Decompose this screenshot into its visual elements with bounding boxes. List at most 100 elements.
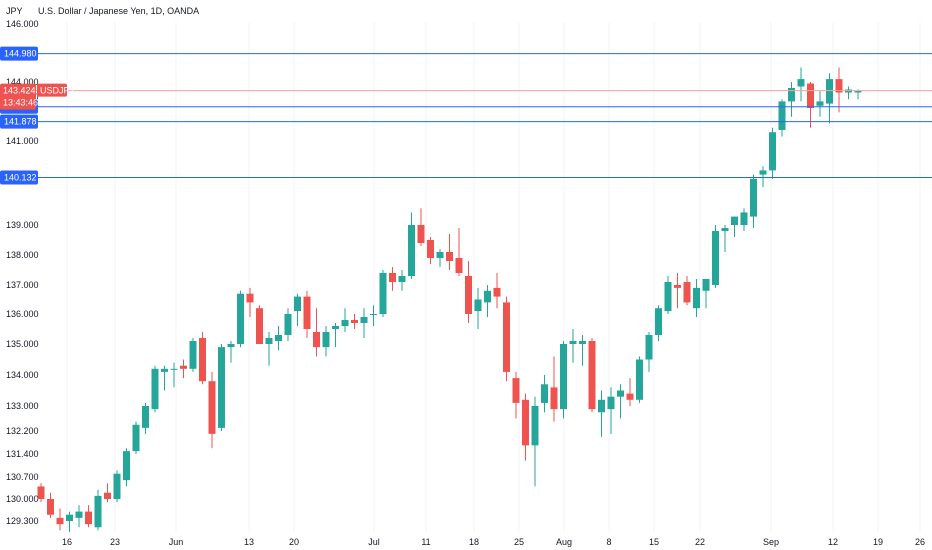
bar-countdown: 13:43:46 [3,98,38,108]
candle-body [531,406,539,446]
candle-body [721,228,729,231]
candle-body [360,317,368,323]
candle-body [351,320,358,323]
candle-body [778,101,786,130]
candle-body [37,486,45,499]
candle-body [237,293,244,344]
candle-body [712,231,719,285]
currency-label: JPY [6,6,23,16]
level-label: 141.878 [4,117,37,127]
level-label: 140.132 [4,172,37,182]
candle-body [493,287,501,297]
last-price-value: 143.424 [3,86,36,96]
y-tick-label: 139.000 [6,220,39,230]
x-tick-label: Aug [556,537,572,547]
candle-body [607,396,615,410]
candle-body [522,399,529,446]
candle-body [683,282,691,303]
candle-body [465,276,472,314]
x-tick-label: 23 [110,537,120,547]
candle-body [85,511,92,525]
x-tick-label: 26 [915,537,925,547]
candle-body [256,308,263,344]
x-tick-label: Jun [169,537,184,547]
candle-body [94,495,102,528]
candle-body [455,258,463,273]
x-tick-label: 19 [873,537,883,547]
candle-body [332,326,339,329]
candle-body [788,88,795,102]
candle-body [674,285,681,288]
candle-body [284,314,292,335]
symbol-label: USDJPY [40,86,76,96]
candle-body [854,91,862,93]
y-tick-label: 136.000 [6,309,39,319]
candle-body [398,276,406,282]
candle-body [294,296,301,312]
y-tick-label: 131.400 [6,449,39,459]
last-price-marker: 143.424 13:43:46 USDJPY [0,83,932,110]
x-axis: 16 23 Jun 13 20 Jul 11 18 25 Aug 8 15 22 Sep 12 19 26 [62,537,925,547]
y-tick-label: 141.000 [6,136,39,146]
candle-body [47,499,54,515]
candle-body [427,240,434,258]
candle-body [484,290,491,303]
x-tick-label: 20 [289,537,299,547]
candle-body [702,279,710,291]
candle-body [189,341,197,369]
candle-body [379,273,387,314]
candle-body [66,514,73,521]
y-tick-label: 132.200 [6,426,39,436]
candle-body [560,344,567,410]
symbol-badge [37,83,67,97]
candle-body [341,320,349,326]
candle-body [693,287,700,309]
candle-body [313,332,320,348]
candle-body [474,299,482,312]
y-axis: 146.000144.000143.000141.000139.000138.0… [6,19,39,526]
y-tick-label: 133.000 [6,401,39,411]
candle-body [569,341,577,344]
candle-group [37,67,862,532]
candle-body [104,492,111,499]
y-tick-label: 146.000 [6,19,39,29]
candle-body [579,341,586,344]
candle-body [626,393,634,400]
candle-body [417,225,425,243]
candle-body [636,359,643,400]
candle-body [655,308,662,335]
level-badge [0,114,38,129]
candle-body [512,378,520,403]
x-tick-label: 25 [514,537,524,547]
candle-body [408,225,415,276]
x-tick-label: 8 [606,537,611,547]
level-badge [0,46,38,61]
candle-body [550,387,558,410]
candle-body [503,302,510,372]
candle-body [199,338,206,382]
candles [37,67,862,532]
candle-body [759,170,767,175]
y-tick-label: 134.000 [6,370,39,380]
candle-body [731,216,738,225]
y-tick-label: 137.000 [6,280,39,290]
y-tick-label: 144.000 [6,77,39,87]
candle-body [807,83,814,108]
candle-body [835,79,843,93]
candle-body [170,368,178,370]
candle-body [265,338,273,344]
candle-body [588,341,596,410]
x-tick-label: Jul [368,537,380,547]
x-tick-label: 11 [421,537,430,547]
candle-body [123,451,130,481]
candle-body [132,424,140,452]
level-label: 144.980 [4,49,37,59]
candle-body [151,368,159,410]
candle-body [769,132,776,171]
candle-body [645,335,653,360]
candle-body [113,473,121,499]
candle-body [797,79,805,87]
x-tick-label: 16 [62,537,72,547]
y-tick-label: 129.300 [6,516,39,526]
